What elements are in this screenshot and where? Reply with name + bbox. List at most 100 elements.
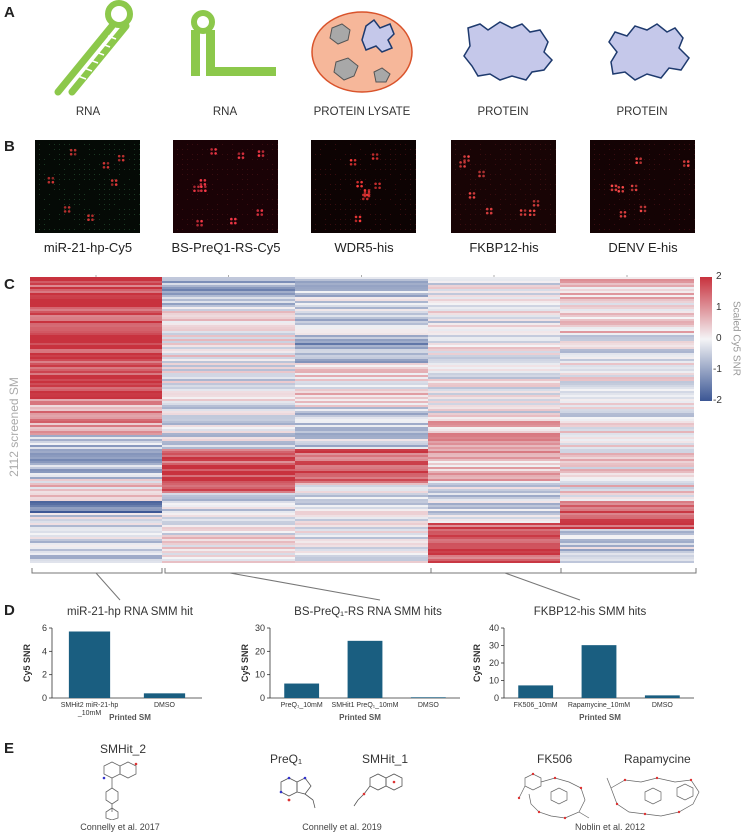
- array-spot: [192, 224, 193, 225]
- heatmap-cell: [295, 551, 428, 553]
- array-spot: [64, 209, 65, 210]
- heatmap-cell: [295, 287, 428, 289]
- array-spot: [212, 189, 213, 190]
- heatmap-cell: [428, 277, 560, 279]
- heatmap-cell: [295, 435, 428, 437]
- heatmap-cell: [428, 305, 560, 307]
- bright-spot: [528, 209, 532, 213]
- array-spot: [355, 179, 356, 180]
- heatmap-cell: [162, 495, 295, 497]
- array-spot: [262, 194, 263, 195]
- heatmap-cell: [560, 461, 694, 463]
- heatmap-cell: [295, 377, 428, 379]
- array-spot: [44, 199, 45, 200]
- array-spot: [134, 209, 135, 210]
- heatmap-cell: [30, 455, 162, 457]
- heatmap-cell: [560, 559, 694, 561]
- array-spot: [54, 229, 55, 230]
- array-spot: [242, 174, 243, 175]
- heatmap-cell: [295, 437, 428, 439]
- array-spot: [104, 154, 105, 155]
- array-spot: [525, 224, 526, 225]
- array-spot: [267, 219, 268, 220]
- heatmap-cell: [295, 283, 428, 285]
- heatmap-cell: [30, 505, 162, 507]
- array-spot: [505, 214, 506, 215]
- array-spot: [629, 199, 630, 200]
- heatmap-cell: [560, 547, 694, 549]
- array-spot: [510, 154, 511, 155]
- array-spot: [222, 194, 223, 195]
- heatmap-cell: [30, 423, 162, 425]
- array-spot: [59, 174, 60, 175]
- bright-spot: [356, 184, 359, 188]
- heatmap-cell: [295, 491, 428, 493]
- array-spot: [252, 149, 253, 150]
- heatmap-cell: [30, 351, 162, 353]
- array-spot: [684, 219, 685, 220]
- array-spot: [202, 214, 203, 215]
- heatmap-cell: [295, 309, 428, 311]
- array-spot: [684, 229, 685, 230]
- array-spot: [197, 159, 198, 160]
- array-spot: [242, 179, 243, 180]
- array-spot: [410, 184, 411, 185]
- heatmap-cell: [295, 495, 428, 497]
- array-spot: [119, 189, 120, 190]
- array-spot: [227, 194, 228, 195]
- heatmap-cell: [295, 397, 428, 399]
- array-spot: [232, 169, 233, 170]
- array-spot: [599, 229, 600, 230]
- array-spot: [465, 204, 466, 205]
- array-spot: [460, 164, 461, 165]
- array-spot: [39, 159, 40, 160]
- array-spot: [54, 159, 55, 160]
- array-spot: [350, 184, 351, 185]
- heatmap-cell: [162, 503, 295, 505]
- array-spot: [515, 194, 516, 195]
- array-spot: [99, 204, 100, 205]
- array-spot: [679, 149, 680, 150]
- array-spot: [114, 194, 115, 195]
- array-spot: [634, 214, 635, 215]
- heatmap-cell: [162, 429, 295, 431]
- array-spot: [350, 174, 351, 175]
- heatmap-cell: [428, 487, 560, 489]
- array-spot: [89, 154, 90, 155]
- heatmap-cell: [162, 521, 295, 523]
- panel-label-c: C: [4, 276, 15, 293]
- array-spot: [639, 149, 640, 150]
- heatmap-cell: [162, 435, 295, 437]
- array-spot: [390, 169, 391, 170]
- heatmap-cell: [162, 371, 295, 373]
- bright-spot: [623, 214, 627, 218]
- array-spot: [124, 144, 125, 145]
- array-spot: [237, 199, 238, 200]
- heatmap-cell: [560, 343, 694, 345]
- array-spot: [505, 199, 506, 200]
- array-spot: [232, 184, 233, 185]
- array-spot: [84, 214, 85, 215]
- array-spot: [455, 184, 456, 185]
- array-spot: [540, 149, 541, 150]
- array-spot: [609, 189, 610, 190]
- array-spot: [405, 214, 406, 215]
- heatmap-cell: [162, 279, 295, 281]
- bright-spot: [378, 186, 381, 190]
- array-spot: [119, 199, 120, 200]
- array-spot: [192, 189, 193, 190]
- heatmap-cell: [428, 425, 560, 427]
- array-spot: [84, 169, 85, 170]
- heatmap-cell: [560, 421, 694, 423]
- array-spot: [267, 224, 268, 225]
- array-spot: [614, 204, 615, 205]
- heatmap-cell: [428, 541, 560, 543]
- array-spot: [540, 209, 541, 210]
- array-spot: [375, 149, 376, 150]
- array-spot: [360, 209, 361, 210]
- heatmap-cell: [560, 449, 694, 451]
- array-spot: [664, 169, 665, 170]
- heatmap-cell: [560, 419, 694, 421]
- array-spot: [624, 164, 625, 165]
